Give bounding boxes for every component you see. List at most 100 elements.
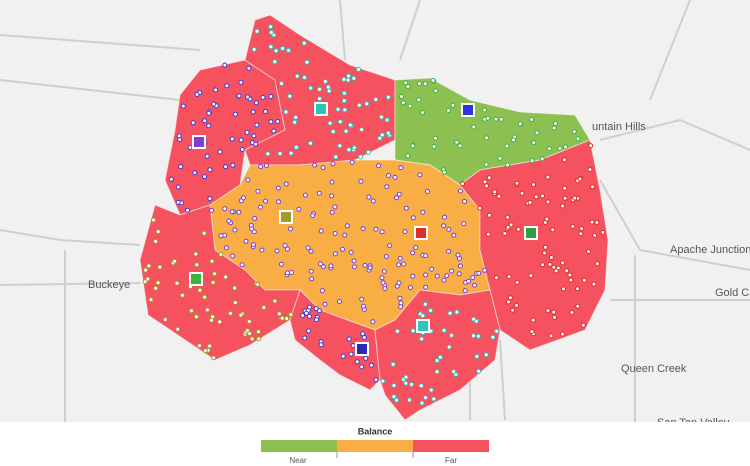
- stop: [511, 137, 516, 143]
- stop: [453, 372, 459, 378]
- stop: [384, 117, 390, 123]
- stop: [272, 59, 278, 65]
- stop: [498, 116, 504, 122]
- stop: [434, 358, 440, 364]
- stop: [346, 147, 352, 153]
- stop: [332, 204, 338, 210]
- stop: [485, 115, 491, 121]
- depots: [189, 102, 538, 356]
- stop: [529, 158, 535, 164]
- stop: [349, 159, 355, 165]
- stop: [351, 258, 357, 264]
- stop: [348, 351, 354, 357]
- stop: [560, 260, 566, 266]
- stop: [370, 198, 376, 204]
- stop: [545, 308, 551, 314]
- stop: [251, 133, 257, 139]
- stop: [245, 94, 250, 100]
- stop: [561, 157, 567, 163]
- stop: [359, 296, 365, 302]
- stop: [446, 108, 451, 113]
- region-red: [374, 289, 501, 421]
- stop: [591, 281, 597, 287]
- stop: [533, 194, 539, 200]
- stop: [482, 107, 488, 113]
- stop: [364, 101, 370, 107]
- stop: [151, 217, 156, 223]
- stop: [272, 298, 278, 304]
- stop: [274, 248, 280, 254]
- stop: [373, 377, 379, 383]
- stop: [447, 310, 453, 316]
- stop: [303, 310, 309, 316]
- stop: [148, 297, 154, 303]
- stop: [528, 273, 534, 279]
- place-label: Gold Ca: [715, 287, 750, 299]
- stop: [514, 279, 520, 285]
- stop: [206, 123, 212, 129]
- depot[interactable]: [524, 226, 538, 240]
- stop: [320, 165, 326, 171]
- stop: [497, 155, 503, 161]
- stop: [600, 229, 606, 235]
- stop: [332, 231, 338, 236]
- stop: [168, 176, 174, 182]
- depot[interactable]: [414, 226, 428, 240]
- stop: [341, 90, 347, 96]
- stop: [204, 307, 210, 313]
- stop: [259, 247, 265, 253]
- stop: [581, 277, 587, 283]
- stop: [383, 254, 389, 259]
- depot[interactable]: [189, 272, 203, 286]
- stop: [444, 273, 450, 279]
- stop: [312, 162, 318, 168]
- stop: [394, 397, 400, 403]
- stop: [251, 47, 257, 52]
- stop: [223, 245, 229, 251]
- stop: [422, 301, 428, 307]
- stop: [482, 179, 488, 185]
- stop: [542, 220, 548, 225]
- stop: [211, 355, 217, 361]
- depot[interactable]: [416, 319, 430, 333]
- stop: [450, 102, 456, 108]
- stop: [306, 328, 312, 334]
- stop: [387, 243, 393, 249]
- stop: [493, 116, 499, 122]
- stop: [476, 368, 482, 374]
- stop: [446, 344, 452, 350]
- depot[interactable]: [461, 103, 475, 117]
- stop: [264, 163, 269, 168]
- stop: [560, 331, 565, 337]
- stop: [419, 336, 425, 342]
- stop: [514, 180, 520, 186]
- stop: [347, 122, 353, 128]
- stop: [285, 270, 290, 276]
- stop: [309, 276, 315, 282]
- stop: [368, 362, 374, 368]
- stop: [562, 185, 568, 191]
- stop: [419, 400, 425, 406]
- stop: [263, 198, 268, 204]
- stop: [243, 238, 249, 244]
- stop: [348, 249, 354, 255]
- stop: [380, 280, 386, 286]
- stop: [486, 212, 492, 218]
- stop: [238, 312, 244, 318]
- stop: [365, 149, 371, 155]
- depot[interactable]: [355, 342, 369, 356]
- stop: [379, 132, 385, 138]
- depot[interactable]: [192, 135, 206, 149]
- stop: [548, 333, 554, 339]
- stop: [153, 285, 159, 291]
- stop: [531, 140, 537, 146]
- depot[interactable]: [279, 210, 293, 224]
- stop: [441, 327, 447, 333]
- stop: [247, 331, 253, 336]
- stop: [410, 143, 416, 149]
- stop: [545, 199, 551, 205]
- depot[interactable]: [314, 102, 328, 116]
- stop: [483, 162, 489, 167]
